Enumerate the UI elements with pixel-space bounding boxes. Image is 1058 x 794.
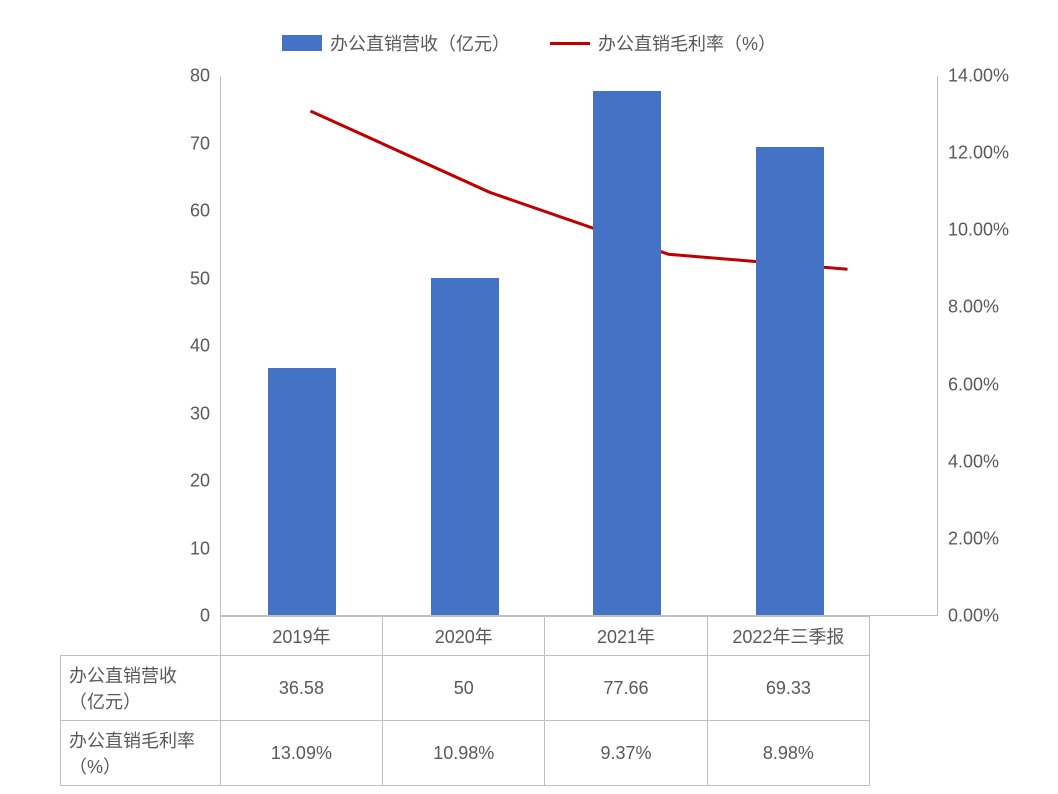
y-right-tick: 12.00%: [948, 143, 1009, 164]
y-left-tick: 80: [190, 66, 210, 87]
table-category-cell: 2022年三季报: [707, 617, 869, 656]
y-right-tick: 8.00%: [948, 297, 999, 318]
legend-line-label: 办公直销毛利率（%）: [598, 30, 776, 56]
table-category-cell: 2019年: [220, 617, 382, 656]
bar: [593, 91, 661, 615]
table-data-cell: 8.98%: [707, 721, 869, 786]
data-table: 2019年2020年2021年2022年三季报办公直销营收（亿元）36.5850…: [60, 616, 870, 786]
table-data-cell: 36.58: [220, 656, 382, 721]
table-data-cell: 10.98%: [383, 721, 545, 786]
legend-bar-label: 办公直销营收（亿元）: [330, 30, 510, 56]
table-data-cell: 69.33: [707, 656, 869, 721]
table-row: 办公直销营收（亿元）36.585077.6669.33: [61, 656, 870, 721]
y-left-tick: 70: [190, 133, 210, 154]
table-row-header: 办公直销毛利率（%）: [61, 721, 221, 786]
y-right-tick: 6.00%: [948, 374, 999, 395]
data-table-wrapper: 2019年2020年2021年2022年三季报办公直销营收（亿元）36.5850…: [60, 616, 870, 786]
table-data-cell: 13.09%: [220, 721, 382, 786]
bar: [431, 278, 499, 616]
bar: [756, 147, 824, 615]
table-data-cell: 77.66: [545, 656, 707, 721]
legend-item-bar: 办公直销营收（亿元）: [282, 30, 510, 56]
plot-area: [220, 76, 938, 616]
y-right-tick: 14.00%: [948, 66, 1009, 87]
table-category-cell: 2021年: [545, 617, 707, 656]
legend-bar-swatch: [282, 35, 322, 51]
y-right-tick: 2.00%: [948, 528, 999, 549]
table-data-cell: 9.37%: [545, 721, 707, 786]
table-data-cell: 50: [383, 656, 545, 721]
legend-item-line: 办公直销毛利率（%）: [550, 30, 776, 56]
y-left-tick: 10: [190, 538, 210, 559]
table-header-row: 2019年2020年2021年2022年三季报: [61, 617, 870, 656]
bar: [268, 368, 336, 615]
y-axis-left: 01020304050607080: [20, 76, 220, 616]
y-axis-right: 0.00%2.00%4.00%6.00%8.00%10.00%12.00%14.…: [938, 76, 1038, 616]
y-right-tick: 4.00%: [948, 451, 999, 472]
table-row-header: 办公直销营收（亿元）: [61, 656, 221, 721]
y-left-tick: 40: [190, 336, 210, 357]
table-category-cell: 2020年: [383, 617, 545, 656]
y-right-tick: 0.00%: [948, 606, 999, 627]
table-row: 办公直销毛利率（%）13.09%10.98%9.37%8.98%: [61, 721, 870, 786]
y-left-tick: 0: [200, 606, 210, 627]
legend-line-swatch: [550, 42, 590, 45]
plot-wrapper: 01020304050607080 0.00%2.00%4.00%6.00%8.…: [20, 76, 1038, 616]
table-corner-cell: [61, 617, 221, 656]
y-left-tick: 30: [190, 403, 210, 424]
y-right-tick: 10.00%: [948, 220, 1009, 241]
chart-container: 办公直销营收（亿元） 办公直销毛利率（%） 01020304050607080 …: [20, 20, 1038, 774]
y-left-tick: 20: [190, 471, 210, 492]
y-left-tick: 50: [190, 268, 210, 289]
legend: 办公直销营收（亿元） 办公直销毛利率（%）: [20, 20, 1038, 76]
y-left-tick: 60: [190, 201, 210, 222]
